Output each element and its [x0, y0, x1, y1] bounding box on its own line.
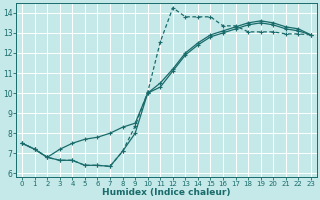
X-axis label: Humidex (Indice chaleur): Humidex (Indice chaleur): [102, 188, 231, 197]
